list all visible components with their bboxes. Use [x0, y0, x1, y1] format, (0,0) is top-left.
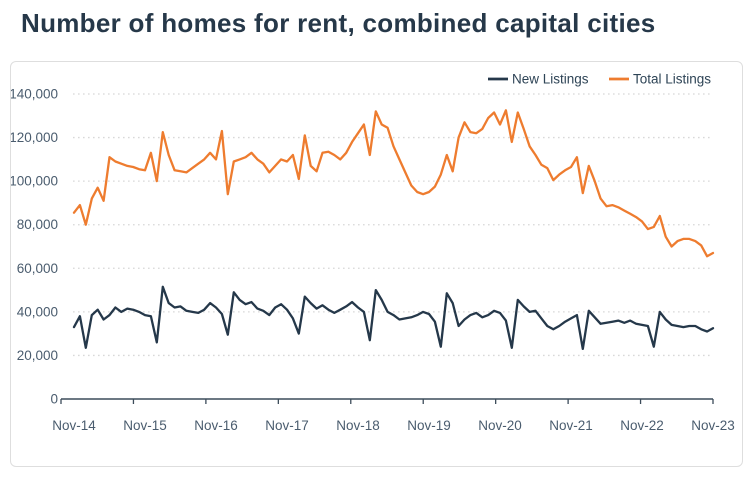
- legend-item-total-listings[interactable]: Total Listings: [609, 72, 711, 87]
- x-tick-label: Nov-16: [194, 418, 238, 433]
- x-tick-label: Nov-22: [620, 418, 664, 433]
- x-axis: [60, 398, 714, 404]
- y-axis-labels: 140,000 120,000 100,000 80,000 60,000 40,000 2…: [11, 87, 58, 407]
- y-tick-label: 80,000: [17, 217, 58, 232]
- x-tick-label: Nov-21: [549, 418, 593, 433]
- y-tick-label: 0: [50, 392, 58, 407]
- chart-canvas: 140,000 120,000 100,000 80,000 60,000 40,000 2…: [11, 72, 735, 434]
- y-tick-label: 100,000: [11, 174, 58, 189]
- x-tick-label: Nov-20: [478, 418, 522, 433]
- y-tick-label: 60,000: [17, 261, 58, 276]
- x-tick-label: Nov-18: [336, 418, 380, 433]
- legend: New Listings Total Listings: [488, 72, 711, 87]
- total-listings-line: [72, 109, 715, 258]
- chart-card: 140,000 120,000 100,000 80,000 60,000 40,000 2…: [10, 61, 743, 467]
- x-tick-label: Nov-23: [691, 418, 735, 433]
- x-tick-label: Nov-17: [265, 418, 309, 433]
- x-axis-labels: Nov-14 Nov-15 Nov-16 Nov-17 Nov-18 Nov-19 Nov-…: [52, 418, 735, 433]
- x-tick-label: Nov-15: [123, 418, 167, 433]
- x-tick-label: Nov-19: [407, 418, 451, 433]
- legend-label: New Listings: [512, 72, 589, 87]
- series-lines: [72, 109, 715, 351]
- y-tick-label: 120,000: [11, 130, 58, 145]
- gridlines: [73, 93, 713, 357]
- x-tick-label: Nov-14: [52, 418, 96, 433]
- y-tick-label: 40,000: [17, 304, 58, 319]
- legend-label: Total Listings: [633, 72, 711, 87]
- legend-item-new-listings[interactable]: New Listings: [488, 72, 589, 87]
- y-tick-label: 20,000: [17, 348, 58, 363]
- new-listings-line: [72, 285, 715, 351]
- y-tick-label: 140,000: [11, 87, 58, 102]
- chart-title: Number of homes for rent, combined capit…: [21, 8, 656, 38]
